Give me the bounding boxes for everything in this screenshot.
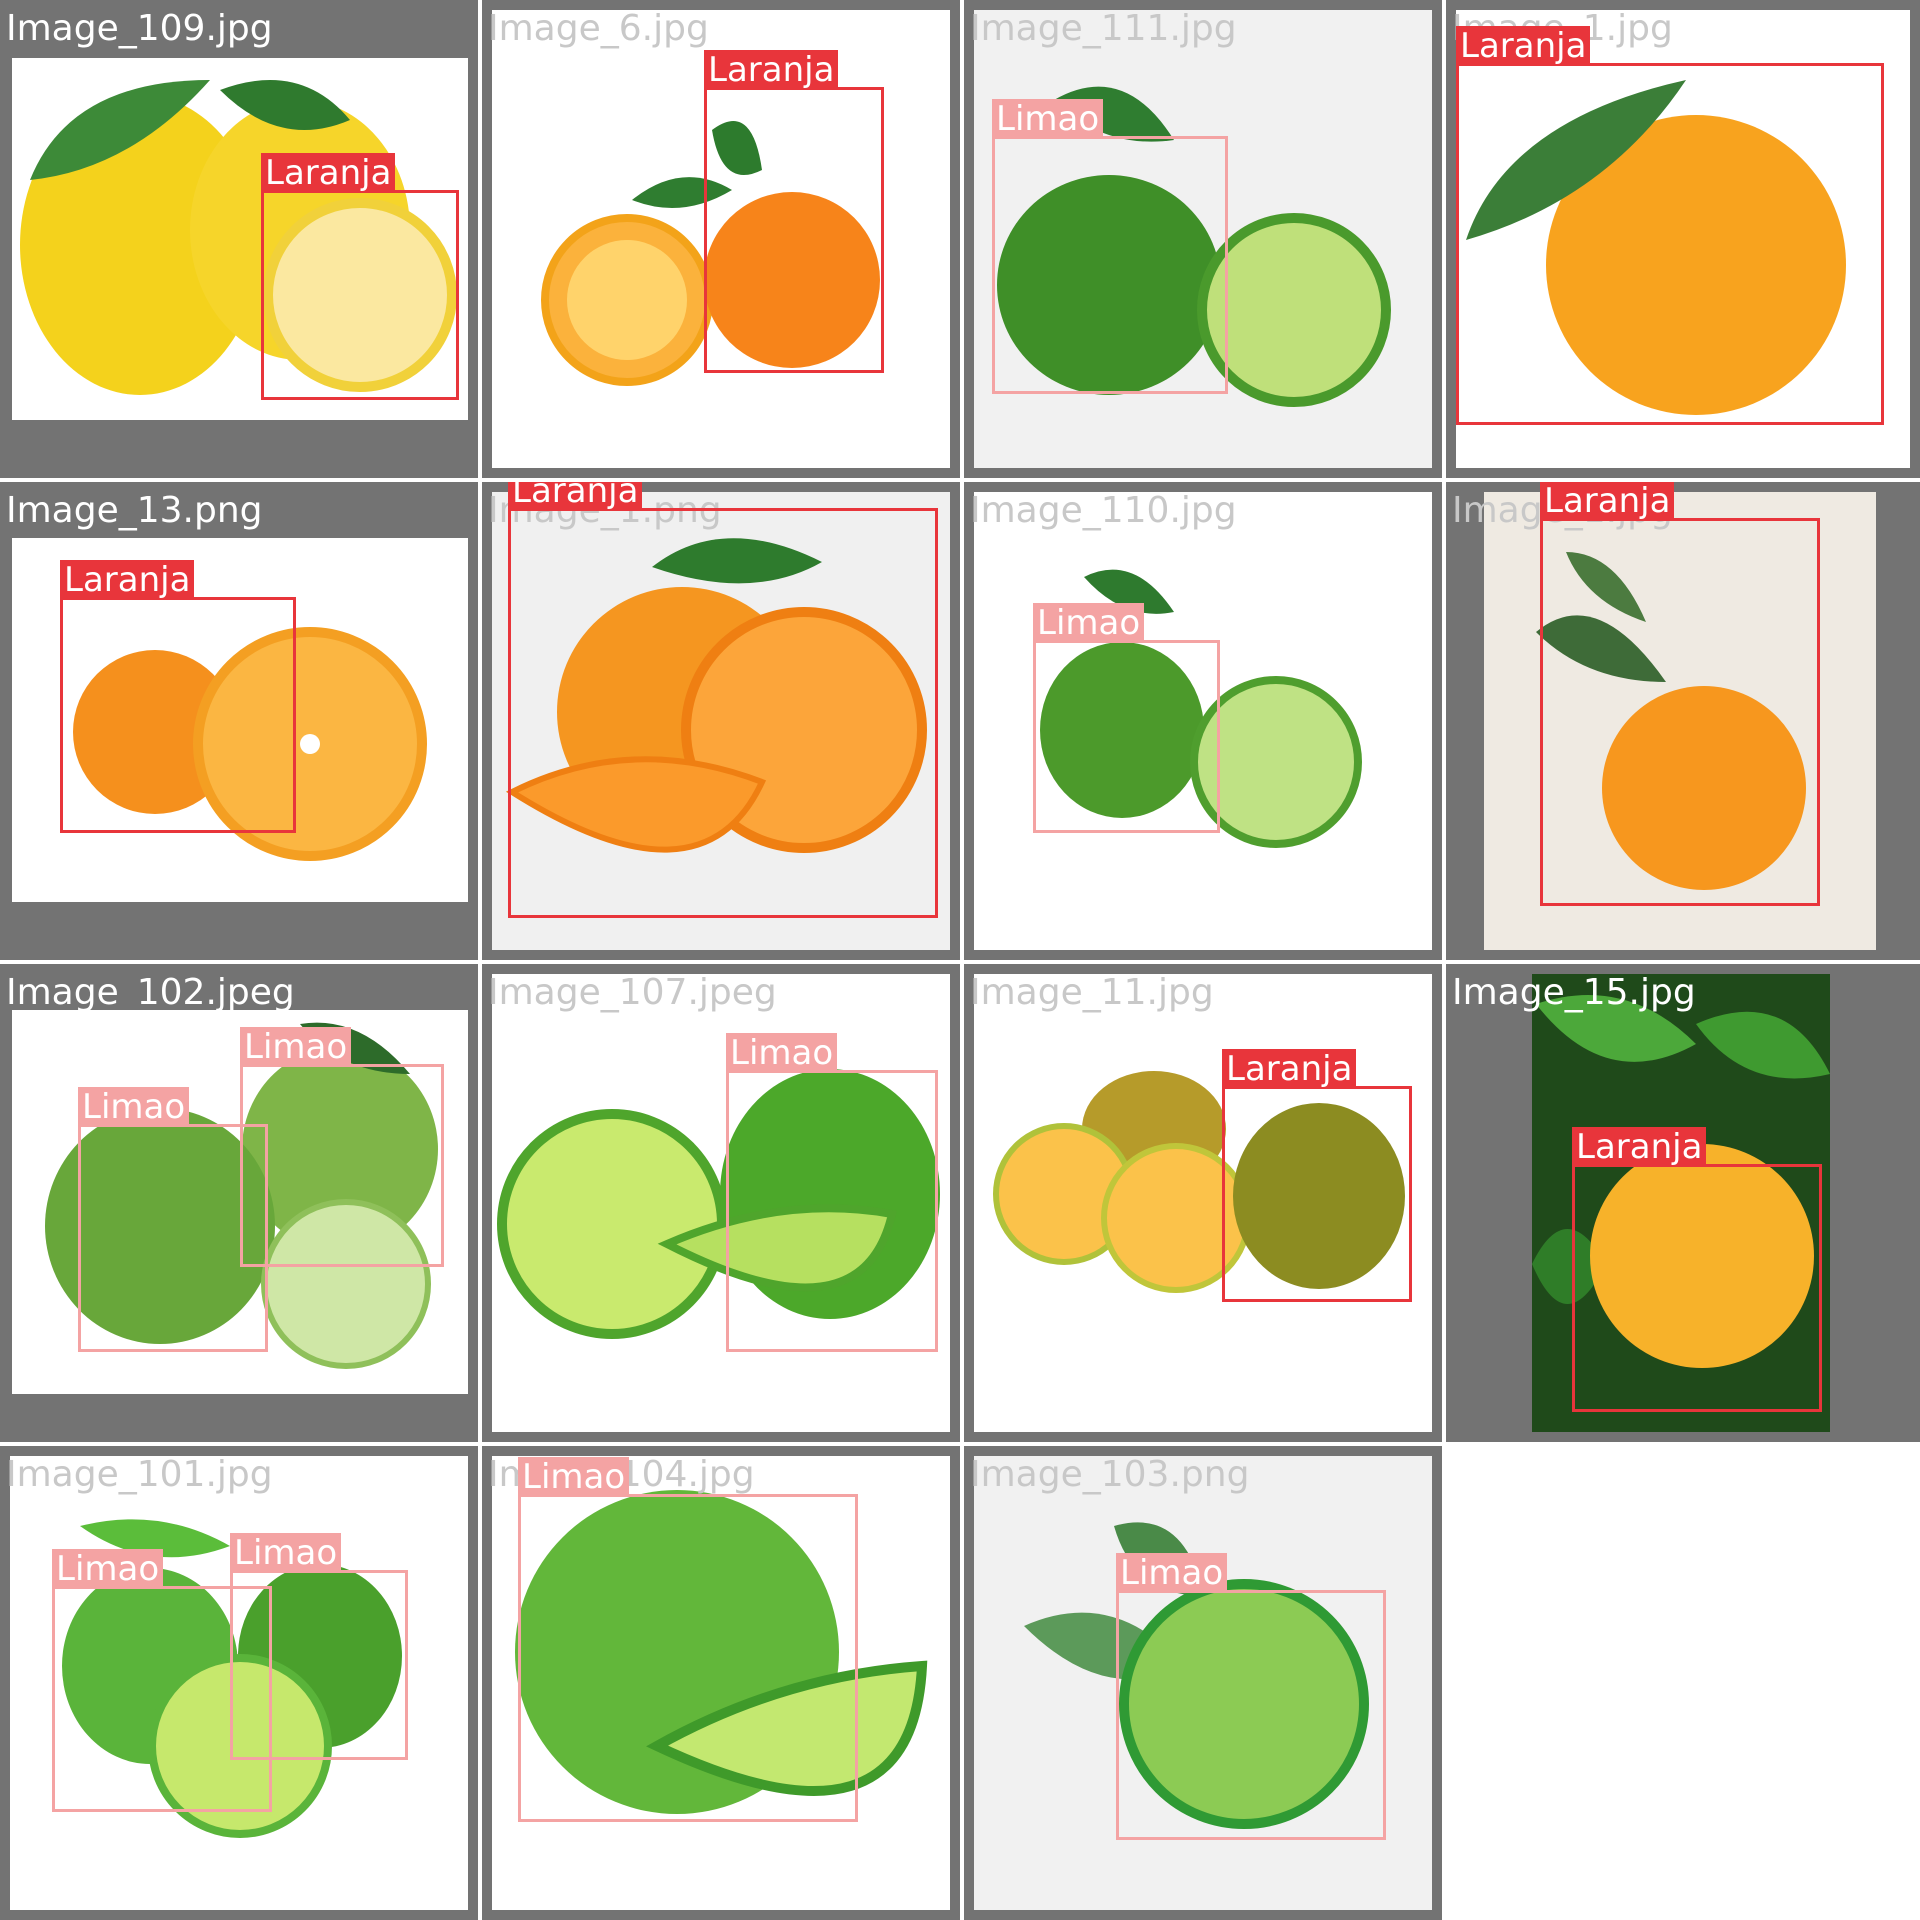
tile-filename: Image_107.jpeg xyxy=(488,972,777,1013)
detection-box: Limao xyxy=(240,1027,444,1267)
detection-label: Laranja xyxy=(1456,26,1591,66)
detection-label: Limao xyxy=(726,1033,838,1073)
fruit-image xyxy=(10,1456,468,1910)
detection-label: Laranja xyxy=(704,50,839,90)
image-tile: Image_107.jpeg Limao xyxy=(482,964,960,1442)
detection-box: Laranja xyxy=(1456,26,1884,425)
image-tile: Image_110.jpg Limao xyxy=(964,482,1442,960)
fruit-image xyxy=(1484,492,1876,950)
detection-box: Limao xyxy=(78,1087,268,1352)
image-tile: Image_111.jpg Limao xyxy=(964,0,1442,478)
detection-label: Limao xyxy=(518,1457,630,1497)
detection-box: Laranja xyxy=(1222,1049,1412,1302)
tile-filename: Image_15.jpg xyxy=(1452,972,1696,1013)
tile-filename: Image_103.png xyxy=(970,1454,1250,1495)
tile-filename: Image_102.jpeg xyxy=(6,972,295,1013)
image-tile: Image_101.jpg Limao Limao xyxy=(0,1446,478,1920)
image-tile: Image_104.jpg Limao xyxy=(482,1446,960,1920)
image-tile: Image_102.jpeg Limao Limao xyxy=(0,964,478,1442)
fruit-image xyxy=(492,974,950,1432)
tile-filename: Image_109.jpg xyxy=(6,8,273,49)
detection-label: Laranja xyxy=(1540,482,1675,521)
detection-box: Laranja xyxy=(261,153,459,400)
detection-box: Laranja xyxy=(1540,482,1820,906)
detection-label: Limao xyxy=(230,1533,342,1573)
image-tile: Image_1.png Laranja xyxy=(482,482,960,960)
fruit-image xyxy=(974,1456,1432,1910)
detection-box: Laranja xyxy=(1572,1127,1822,1412)
tile-filename: Image_13.png xyxy=(6,490,263,531)
detection-label: Limao xyxy=(992,99,1104,139)
image-tile: Image_6.jpg Laranja xyxy=(482,0,960,478)
image-tile: Image_1.jpg Laranja xyxy=(1446,0,1920,478)
tile-filename: Image_6.jpg xyxy=(488,8,709,49)
detection-label: Laranja xyxy=(508,482,643,511)
detection-box: Limao xyxy=(992,99,1228,394)
image-tile: Image_11.jpg Laranja xyxy=(964,964,1442,1442)
detection-box: Laranja xyxy=(508,482,938,918)
detection-label: Laranja xyxy=(261,153,396,193)
image-tile: Image_15.jpg Laranja xyxy=(1446,964,1920,1442)
detection-label: Limao xyxy=(78,1087,190,1127)
detection-box: Limao xyxy=(52,1549,272,1812)
detection-box: Limao xyxy=(726,1033,938,1352)
detection-label: Limao xyxy=(1033,603,1145,643)
detection-label: Limao xyxy=(52,1549,164,1589)
detection-label: Laranja xyxy=(60,560,195,600)
tile-filename: Image_11.jpg xyxy=(970,972,1214,1013)
detection-label: Limao xyxy=(1116,1553,1228,1593)
detection-box: Limao xyxy=(1033,603,1220,833)
tile-filename: Image_111.jpg xyxy=(970,8,1237,49)
detection-label: Limao xyxy=(240,1027,352,1067)
detection-box: Laranja xyxy=(704,50,884,373)
detection-box: Laranja xyxy=(60,560,296,833)
detection-box: Limao xyxy=(518,1457,858,1822)
image-tile: Image_13.png Laranja xyxy=(0,482,478,960)
image-tile: Image_109.jpg Laranja xyxy=(0,0,478,478)
tile-filename: Image_110.jpg xyxy=(970,490,1237,531)
fruit-image xyxy=(492,492,950,950)
image-tile: Image_1.jpg Laranja xyxy=(1446,482,1920,960)
detection-box: Limao xyxy=(230,1533,408,1760)
detection-label: Laranja xyxy=(1572,1127,1707,1167)
image-tile: Image_103.png Limao xyxy=(964,1446,1442,1920)
fruit-image xyxy=(1456,10,1910,468)
detection-box: Limao xyxy=(1116,1553,1386,1840)
tile-filename: Image_101.jpg xyxy=(6,1454,273,1495)
fruit-image xyxy=(1532,974,1830,1432)
fruit-image xyxy=(974,492,1432,950)
detection-label: Laranja xyxy=(1222,1049,1357,1089)
